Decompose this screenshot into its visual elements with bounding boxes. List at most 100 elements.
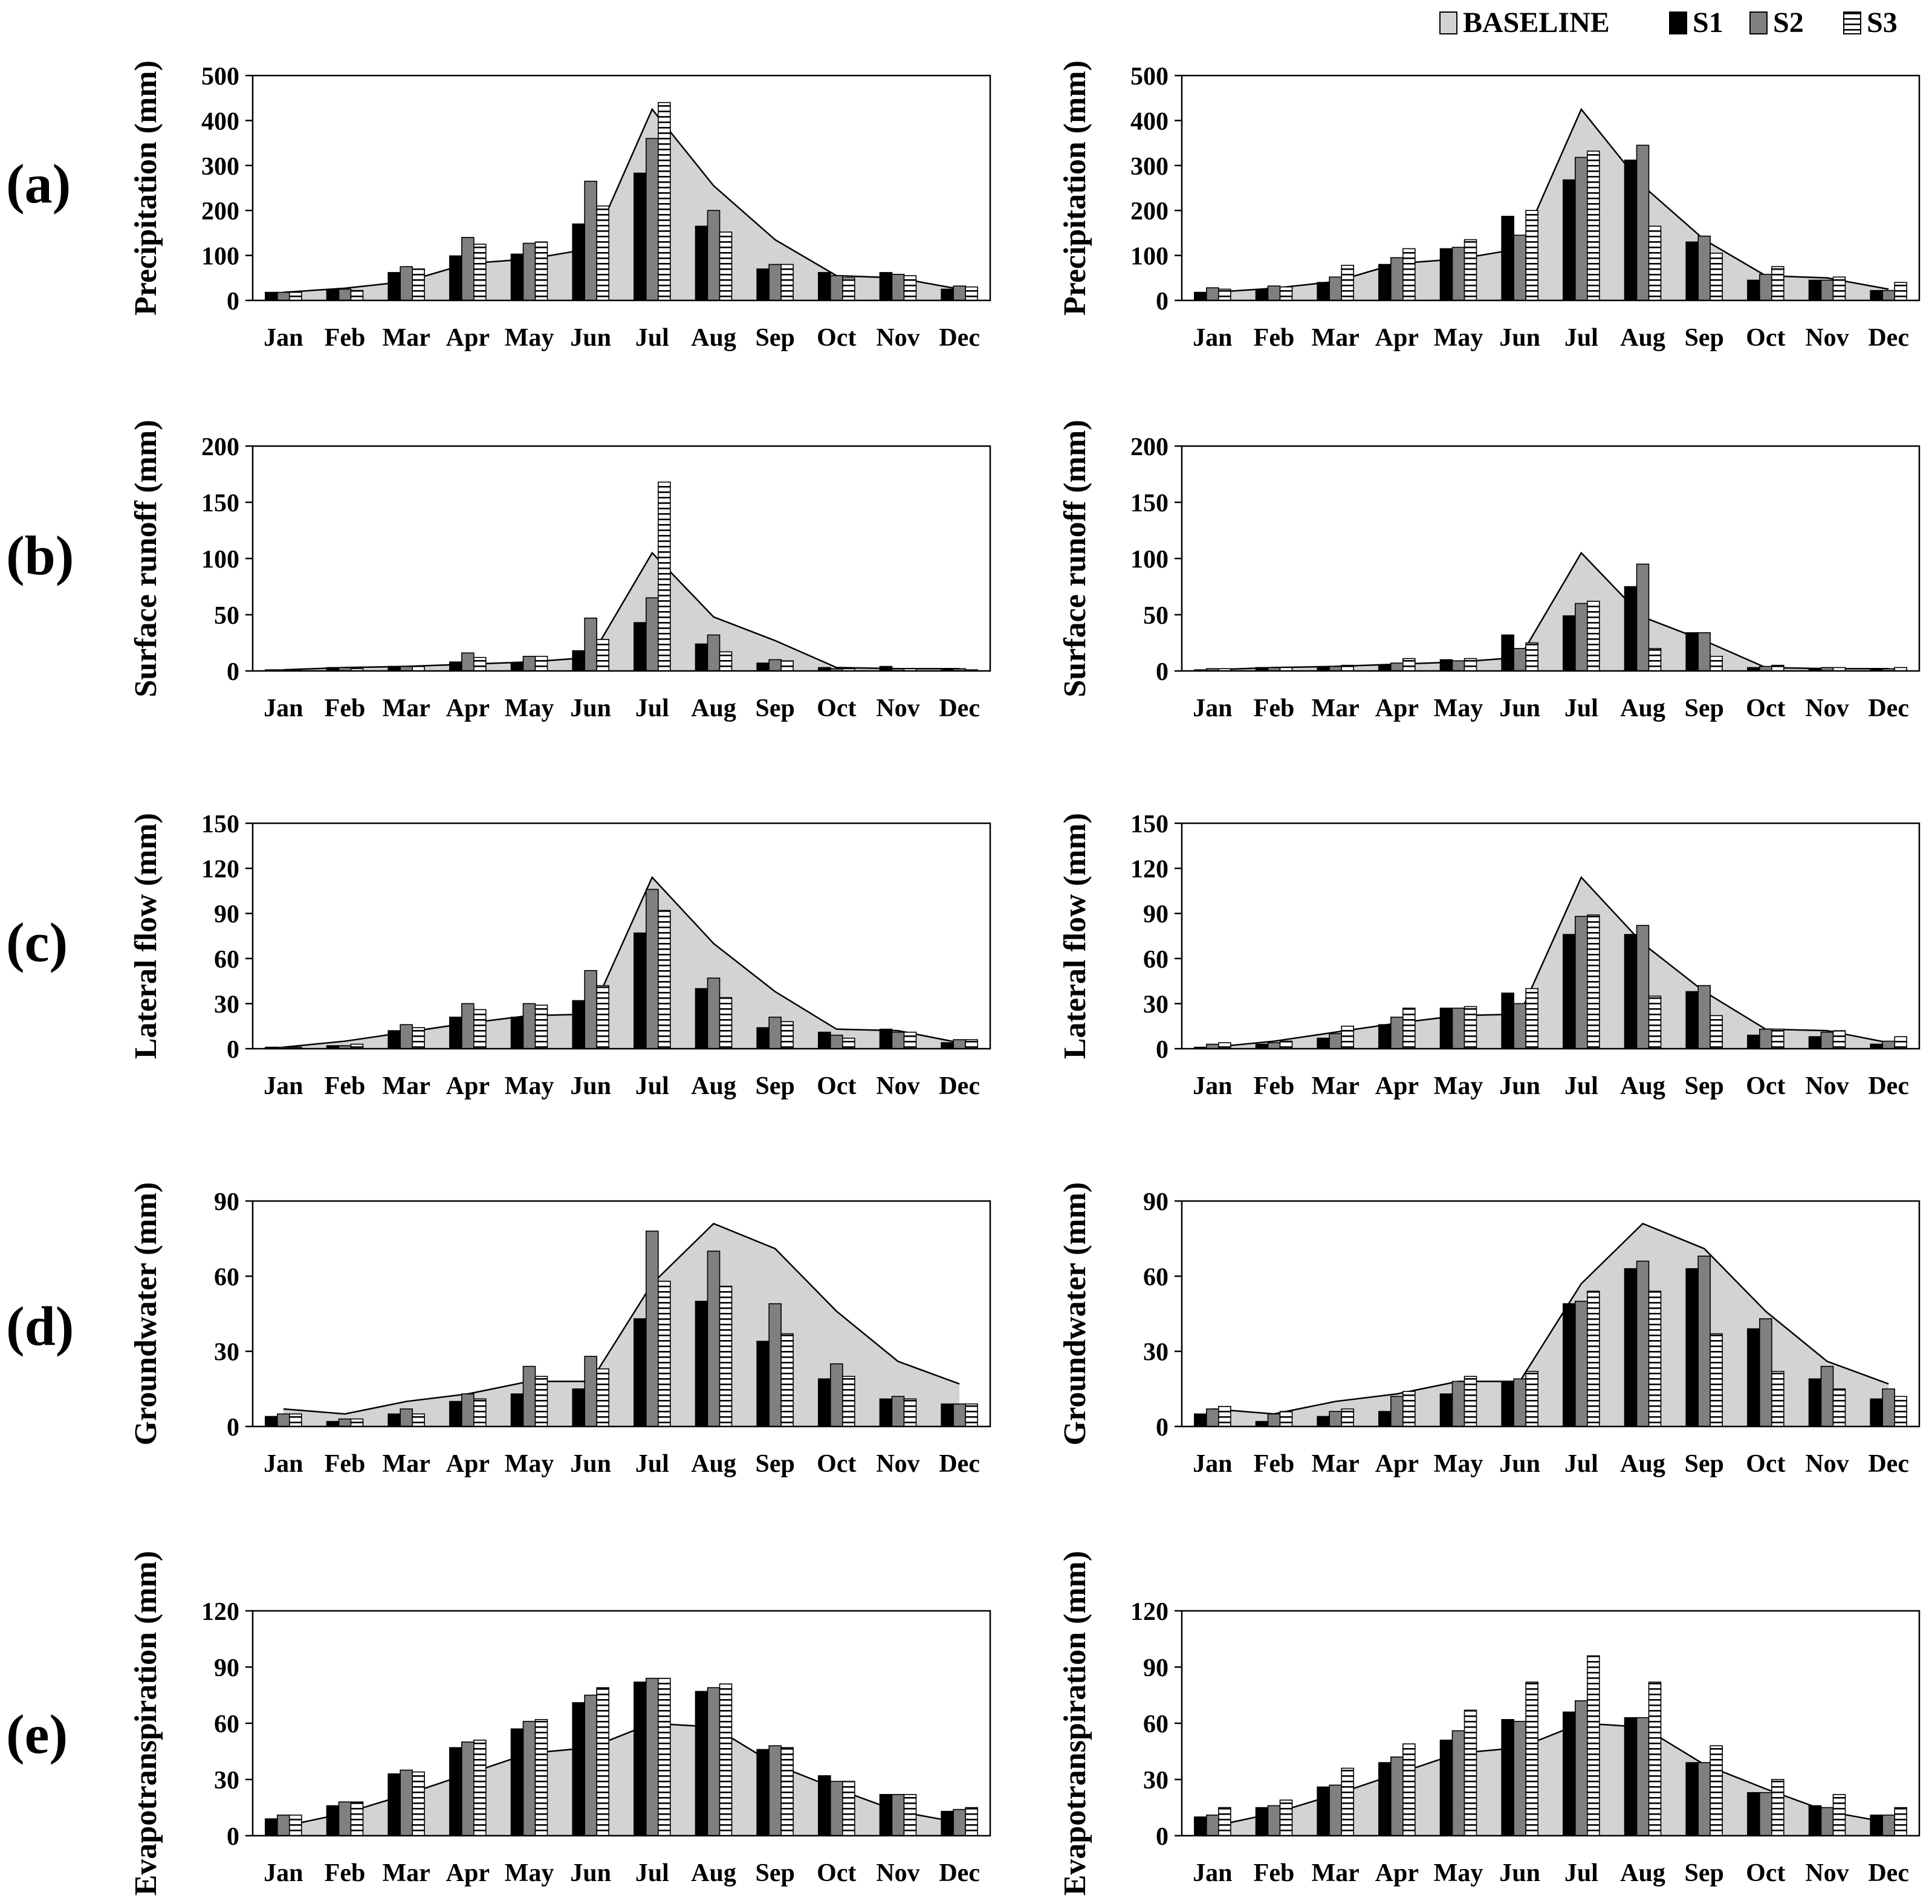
bar-s3-nov bbox=[1832, 1794, 1846, 1836]
bar-s1-mar bbox=[387, 1030, 401, 1049]
bar-s3-jan bbox=[1218, 288, 1231, 301]
bar-s1-jan bbox=[1194, 291, 1207, 301]
bar-s1-mar bbox=[1317, 1416, 1330, 1427]
bar-s2-feb bbox=[338, 1801, 352, 1836]
bar-s1-mar bbox=[1317, 282, 1330, 301]
bar-s3-apr bbox=[473, 244, 487, 301]
y-tick-label: 100 bbox=[201, 546, 239, 574]
bar-s3-may bbox=[534, 1719, 548, 1836]
panel-label-c: (c) bbox=[6, 912, 68, 973]
bar-s1-apr bbox=[1378, 1024, 1392, 1049]
bar-s1-aug bbox=[695, 225, 708, 301]
x-tick-label-dec: Dec bbox=[1868, 324, 1909, 352]
x-tick-label-mar: Mar bbox=[1312, 695, 1360, 722]
bar-s1-nov bbox=[879, 1794, 893, 1836]
bar-s3-sep bbox=[1710, 1745, 1723, 1836]
x-tick-label-may: May bbox=[1434, 324, 1483, 352]
y-tick-label: 150 bbox=[1130, 490, 1169, 517]
x-tick-label-jun: Jun bbox=[1499, 1450, 1540, 1478]
x-tick-label-dec: Dec bbox=[939, 324, 980, 352]
bar-s1-dec bbox=[941, 1403, 954, 1427]
bar-s3-dec bbox=[965, 1039, 978, 1049]
series-s1-e-left bbox=[265, 1682, 954, 1836]
chart-d-left: 0 30 60 90 Jan Feb Mar Apr May Jun Jul Aug Sep Oct Nov… bbox=[129, 1182, 991, 1478]
bar-s3-jun bbox=[1525, 988, 1538, 1049]
baseline-area-e-right bbox=[1212, 1723, 1889, 1836]
bar-s2-aug bbox=[1636, 925, 1650, 1049]
baseline-area-c-right bbox=[1212, 877, 1889, 1049]
x-tick-label-may: May bbox=[505, 1450, 554, 1478]
bar-s1-jun bbox=[1501, 634, 1514, 672]
bar-s3-may bbox=[1464, 1006, 1477, 1049]
x-tick-label-dec: Dec bbox=[1868, 1859, 1909, 1887]
x-tick-label-sep: Sep bbox=[755, 695, 794, 722]
series-s3-a-left bbox=[289, 102, 978, 301]
bar-s1-oct bbox=[818, 1378, 831, 1427]
legend-label-s2: S2 bbox=[1773, 7, 1804, 39]
bar-s3-sep bbox=[780, 1333, 794, 1427]
bar-s1-may bbox=[1439, 659, 1453, 672]
x-tick-label-jul: Jul bbox=[635, 1450, 669, 1478]
bar-s3-aug bbox=[1648, 648, 1662, 672]
x-tick-label-nov: Nov bbox=[876, 1859, 919, 1887]
bar-s2-feb bbox=[1267, 1805, 1281, 1836]
bar-s1-apr bbox=[449, 1747, 462, 1836]
bar-s1-dec bbox=[1870, 290, 1883, 301]
bar-s2-may bbox=[522, 1003, 536, 1049]
y-axis-title-e-left: Evapotranspiration (mm) bbox=[129, 1551, 163, 1896]
bar-s1-apr bbox=[449, 1016, 462, 1049]
x-tick-label-jul: Jul bbox=[1564, 1072, 1598, 1100]
bar-s2-jun bbox=[584, 970, 597, 1049]
bar-s1-oct bbox=[1747, 1034, 1760, 1049]
x-tick-label-mar: Mar bbox=[383, 324, 430, 352]
x-tick-label-nov: Nov bbox=[1805, 1859, 1849, 1887]
x-tick-label-jan: Jan bbox=[1193, 1072, 1232, 1100]
legend-swatch-baseline bbox=[1439, 11, 1457, 34]
bar-s2-jun bbox=[584, 181, 597, 301]
bar-s2-mar bbox=[400, 266, 413, 301]
bar-s2-jun bbox=[584, 1694, 597, 1836]
x-tick-label-nov: Nov bbox=[1805, 695, 1849, 722]
y-axis-e-right: 0 30 60 90 120 bbox=[1130, 1598, 1182, 1851]
y-tick-label: 90 bbox=[214, 1188, 239, 1216]
bar-s3-may bbox=[1464, 239, 1477, 301]
bar-s3-mar bbox=[1341, 1025, 1354, 1049]
y-tick-label: 150 bbox=[1130, 811, 1169, 838]
bar-s3-jan bbox=[1218, 1042, 1231, 1049]
bar-s2-apr bbox=[1390, 1757, 1404, 1836]
x-tick-label-nov: Nov bbox=[1805, 1072, 1849, 1100]
bar-s3-sep bbox=[780, 264, 794, 301]
x-tick-label-feb: Feb bbox=[1254, 695, 1295, 722]
x-tick-label-aug: Aug bbox=[1620, 324, 1665, 352]
x-tick-label-jan: Jan bbox=[264, 1072, 303, 1100]
x-tick-label-oct: Oct bbox=[817, 1072, 856, 1100]
bar-s2-jan bbox=[277, 1815, 290, 1836]
bar-s2-jan bbox=[1206, 287, 1219, 301]
bar-s2-sep bbox=[1697, 1762, 1711, 1836]
bar-s2-aug bbox=[707, 634, 721, 672]
y-tick-label: 300 bbox=[1130, 153, 1169, 181]
y-tick-label: 120 bbox=[201, 1598, 239, 1626]
baseline-area-a-right bbox=[1212, 109, 1889, 301]
bar-s1-nov bbox=[1808, 1378, 1822, 1427]
bar-s1-nov bbox=[1808, 1036, 1822, 1049]
bar-s2-mar bbox=[1329, 1784, 1342, 1836]
x-tick-label-nov: Nov bbox=[1805, 324, 1849, 352]
bar-s3-jul bbox=[658, 1677, 671, 1836]
bar-s3-jul bbox=[1587, 151, 1600, 301]
legend: BASELINE S1 S2 S3 bbox=[1439, 7, 1898, 39]
bar-s2-feb bbox=[1267, 1413, 1281, 1427]
y-tick-label: 200 bbox=[201, 198, 239, 225]
bar-s2-jul bbox=[646, 597, 659, 672]
x-tick-label-sep: Sep bbox=[1684, 695, 1723, 722]
plot-frame-c-left bbox=[251, 822, 991, 1050]
bar-s1-oct bbox=[1747, 1792, 1760, 1836]
y-tick-label: 100 bbox=[1130, 243, 1169, 271]
x-tick-label-sep: Sep bbox=[1684, 1859, 1723, 1887]
x-tick-label-dec: Dec bbox=[939, 1072, 980, 1100]
x-tick-label-nov: Nov bbox=[876, 695, 919, 722]
x-tick-label-apr: Apr bbox=[446, 1859, 490, 1887]
x-tick-label-apr: Apr bbox=[1375, 1450, 1419, 1478]
bar-s2-sep bbox=[1697, 1255, 1711, 1427]
y-tick-label: 0 bbox=[227, 1036, 239, 1064]
